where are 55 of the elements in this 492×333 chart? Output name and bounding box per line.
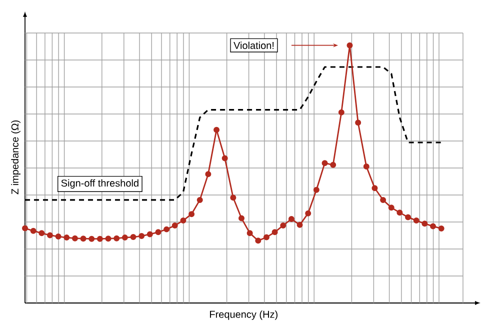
- point: [196, 196, 203, 203]
- point: [230, 194, 236, 201]
- point: [380, 196, 386, 203]
- point: [355, 120, 362, 126]
- point: [30, 228, 36, 234]
- point: [330, 162, 336, 168]
- annotation: Violation!: [234, 42, 274, 50]
- point: [164, 226, 170, 232]
- series-label: Sign-off threshold: [61, 179, 138, 189]
- point: [80, 236, 86, 242]
- point: [372, 185, 378, 192]
- point: [64, 234, 70, 241]
- point: [313, 186, 320, 193]
- point: [288, 216, 294, 222]
- point: [405, 214, 412, 220]
- point: [214, 126, 220, 133]
- point: [72, 235, 78, 242]
- point: [130, 234, 136, 240]
- point: [413, 218, 420, 224]
- point: [305, 210, 312, 216]
- point: [263, 234, 270, 240]
- x-axis-title: Frequency (Hz): [210, 310, 278, 320]
- point: [255, 238, 262, 244]
- point: [422, 220, 428, 227]
- point: [155, 229, 162, 236]
- point: [188, 211, 195, 218]
- point: [222, 155, 228, 162]
- point: [46, 232, 53, 238]
- point: [88, 236, 95, 242]
- point: [388, 204, 394, 211]
- point: [296, 222, 303, 228]
- point: [246, 230, 253, 236]
- point: [22, 225, 28, 232]
- point: [238, 215, 244, 222]
- point: [96, 236, 103, 242]
- point: [55, 234, 62, 240]
- point: [122, 234, 128, 241]
- point: [105, 236, 112, 242]
- point: [172, 222, 178, 228]
- point: [396, 210, 403, 216]
- point: [346, 42, 353, 48]
- point: [146, 231, 153, 238]
- point: [363, 163, 370, 170]
- point: [280, 222, 286, 228]
- point: [272, 229, 278, 236]
- point: [138, 233, 145, 240]
- point: [114, 235, 120, 242]
- point: [438, 226, 444, 232]
- point: [38, 230, 45, 236]
- point: [205, 171, 212, 178]
- point: [180, 218, 186, 224]
- y-axis-title: Z impedance (Ω): [11, 120, 20, 194]
- point: [430, 223, 436, 230]
- point: [322, 160, 328, 166]
- point: [338, 109, 344, 116]
